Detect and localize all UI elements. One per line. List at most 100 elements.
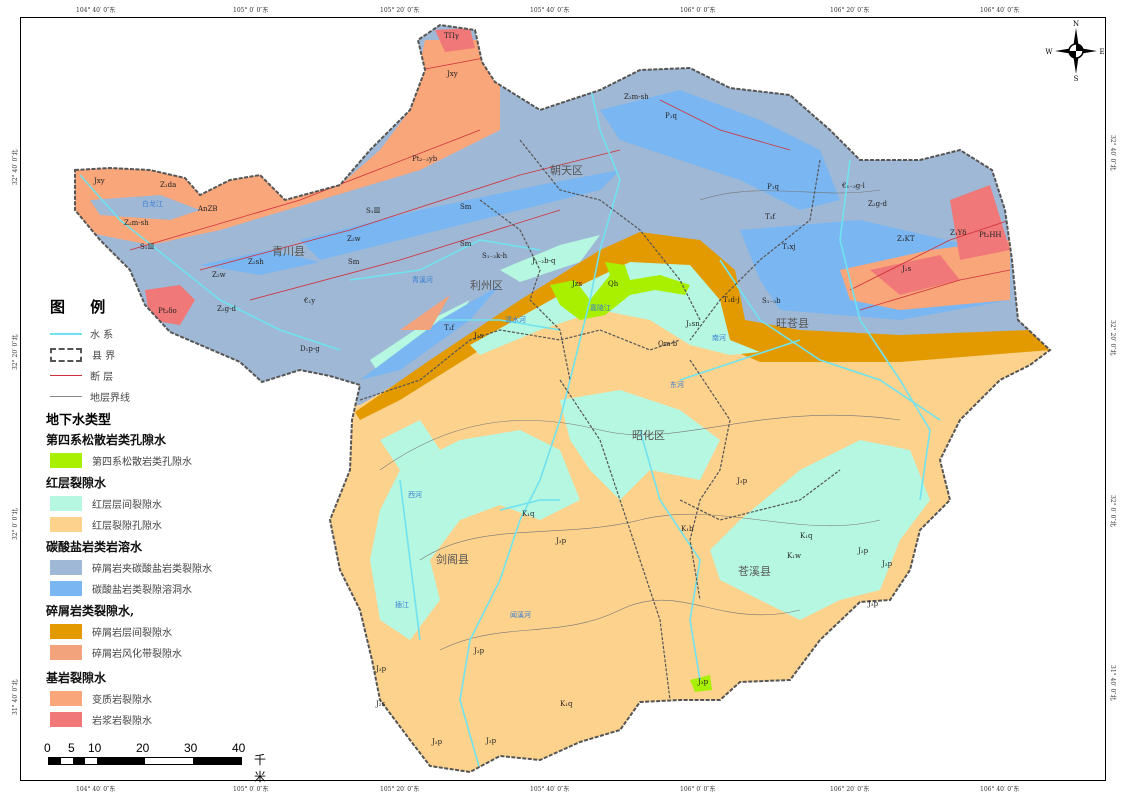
legend-group-title: 基岩裂隙水 [46, 671, 107, 685]
geo-label: J₃p [858, 547, 869, 555]
north-arrow: N S W E [1045, 20, 1107, 83]
legend-label: 碎屑岩层间裂隙水 [92, 628, 172, 639]
swatch [50, 691, 82, 706]
lon-label: 105° 20′ 0″东 [380, 7, 420, 14]
quaternary-pore-zone [550, 262, 690, 320]
geo-label: Z₁da [160, 181, 177, 189]
geo-label: D₁p-g [300, 345, 320, 353]
geo-label: K₁b [681, 525, 694, 533]
geo-label: Z₂m-sh [124, 219, 149, 227]
magmatic-fissure-zone [870, 255, 960, 295]
legend-stratum-boundary: 地层界线 [50, 386, 250, 407]
geo-label: T₃f [765, 213, 776, 221]
geo-label: Z₂w [347, 235, 361, 243]
clastic-carbonate-zone [90, 195, 200, 220]
scale-tick: 40 [232, 741, 246, 755]
swatch [50, 560, 82, 575]
river-label: 青溪河 [412, 276, 433, 284]
legend-label: 红层层间裂隙水 [92, 500, 162, 511]
lon-label: 106° 0′ 0″东 [680, 786, 716, 793]
legend-group-title: 第四系松散岩类孔隙水 [46, 433, 167, 447]
geo-label: S₁Ⅲ [366, 207, 381, 215]
river-label: 清水河 [505, 316, 526, 324]
geo-label: J₁₋₂b-q [532, 257, 556, 265]
red-bed-interlayer-zone [500, 235, 600, 282]
geo-label: J₃p [737, 477, 748, 485]
weathered-clastic-zone [400, 295, 450, 330]
legend-item: 变质岩裂隙水 [50, 688, 250, 709]
geo-label: Z₂sh [248, 258, 264, 266]
geo-label: J₃p [474, 647, 485, 655]
scale-tick: 5 [68, 741, 75, 755]
geo-label: Sm [348, 258, 360, 266]
scale-tick: 0 [44, 741, 51, 755]
geo-label: S₁₋₂k-h [482, 252, 508, 260]
river-network[interactable] [79, 39, 941, 771]
swatch [50, 453, 82, 468]
legend-title: 图 例 [50, 298, 116, 316]
lon-label: 105° 20′ 0″东 [380, 786, 420, 793]
lon-label: 106° 40′ 0″东 [980, 7, 1020, 14]
lon-label: 106° 20′ 0″东 [830, 786, 870, 793]
compass-s: S [1074, 75, 1079, 82]
county-boundaries[interactable] [359, 139, 841, 701]
river-symbol [50, 332, 82, 335]
legend-item: 红层裂隙孔隙水 [50, 514, 250, 535]
geo-label: Om-b [658, 340, 678, 348]
county-label-zhaohua: 昭化区 [632, 429, 665, 442]
legend-label: 岩浆岩裂隙水 [92, 716, 152, 727]
legend-label: 县 界 [92, 351, 116, 362]
legend-item: 碎屑岩风化带裂隙水 [50, 642, 250, 663]
scale-tick: 20 [136, 741, 150, 755]
geo-label: €₁₋₃g-l [842, 182, 865, 190]
lon-label: 105° 0′ 0″东 [233, 786, 269, 793]
geo-label: J₂sn [686, 320, 700, 328]
map-frame [20, 17, 1106, 781]
legend-fault: 断 层 [50, 365, 250, 386]
geo-label: €₁y [304, 297, 316, 305]
lon-label: 105° 0′ 0″东 [233, 7, 269, 14]
red-bed-interlayer-zone [710, 440, 930, 620]
carbonate-karst-zone [360, 285, 500, 380]
geo-label: T₁d-j [723, 296, 740, 304]
geo-label: J₃p [432, 738, 443, 746]
swatch [50, 496, 82, 511]
red-bed-interlayer-zone [370, 430, 580, 640]
legend-label: 第四系松散岩类孔隙水 [92, 457, 192, 468]
legend-label: 变质岩裂隙水 [92, 695, 152, 706]
geo-label: J₂s [474, 332, 484, 340]
geo-label: J₃p [486, 737, 497, 745]
river-label: 西河 [408, 491, 422, 499]
geo-label: TΠγ [444, 32, 459, 40]
county-label-chaotian: 朝天区 [550, 164, 583, 177]
legend-label: 地层界线 [90, 393, 130, 404]
legend-group-title: 碎屑岩类裂隙水, [46, 604, 135, 618]
legend-label: 碳酸盐岩类裂隙溶洞水 [92, 585, 192, 596]
geo-label: P₁q [767, 183, 779, 191]
legend-item: 碎屑岩夹碳酸盐岩类裂隙水 [50, 557, 250, 578]
red-bed-interlayer-zone [560, 390, 720, 500]
fault-symbol [50, 375, 82, 376]
geo-label: J₃p [376, 665, 387, 673]
scale-unit: 千米 [254, 753, 267, 784]
geo-label: Pt₂HH [979, 231, 1002, 239]
magmatic-fissure-zone [145, 285, 195, 325]
geo-label: J₂s [376, 700, 386, 708]
metamorphic-fissure-zone [75, 40, 500, 245]
swatch [50, 624, 82, 639]
river-label: 南河 [712, 334, 726, 342]
geo-label: Jᴢs [572, 280, 583, 288]
river-label: 插江 [395, 601, 409, 609]
river-label: 白龙江 [142, 200, 163, 208]
county-boundary-symbol [50, 347, 82, 362]
geo-label: P₁q [665, 112, 677, 120]
county-label-lizhou: 利州区 [470, 279, 503, 292]
geo-label: Jxy [94, 177, 105, 185]
county-label-jiange: 剑阁县 [436, 553, 469, 566]
geo-label: T₁xj [782, 243, 796, 251]
geo-label: AnZB [198, 205, 218, 213]
legend-item: 岩浆岩裂隙水 [50, 709, 250, 730]
lon-label: 106° 20′ 0″东 [830, 7, 870, 14]
geo-label: K₁q [800, 532, 813, 540]
